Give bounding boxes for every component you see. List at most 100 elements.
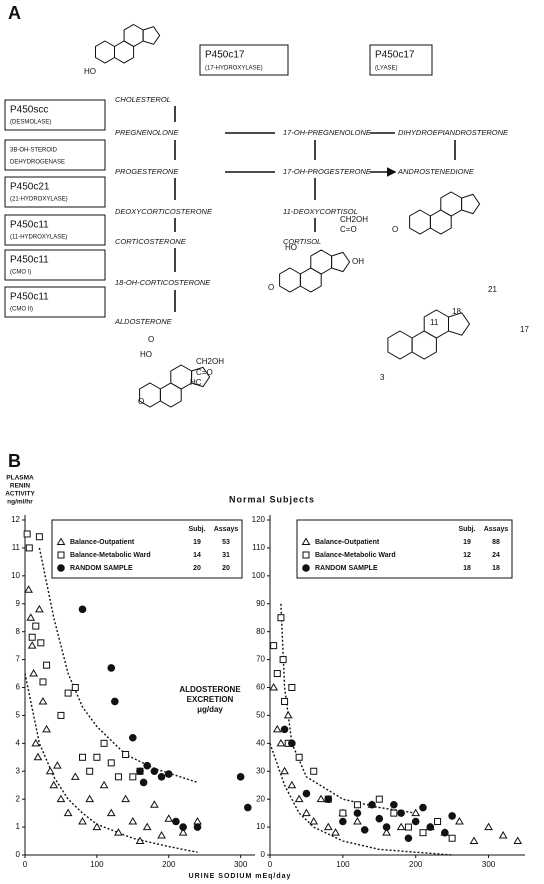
- point: [111, 697, 119, 706]
- y-tick-label: 2: [16, 794, 21, 803]
- chart-title: Normal Subjects: [229, 494, 315, 504]
- y-tick-label: 5: [16, 711, 21, 720]
- steroid: CHOLESTEROL: [115, 95, 171, 104]
- legend-label: RANDOM SAMPLE: [70, 565, 133, 572]
- point: [114, 828, 123, 836]
- point: [353, 817, 362, 825]
- point: [339, 817, 347, 826]
- legend-label: Balance-Metabolic Ward: [315, 552, 396, 559]
- enzyme-sub: (DESMOLASE): [10, 120, 51, 126]
- point: [288, 739, 296, 748]
- enzyme: P450c17: [205, 50, 245, 61]
- point: [390, 809, 398, 817]
- steroid: CORTICOSTERONE: [115, 237, 187, 246]
- point: [193, 823, 202, 831]
- point: [57, 711, 65, 719]
- point: [49, 780, 59, 789]
- legend-marker: [57, 564, 65, 572]
- point: [33, 752, 43, 761]
- legend-label: Balance-Outpatient: [315, 539, 380, 546]
- point: [280, 766, 289, 775]
- point: [434, 818, 442, 825]
- point: [295, 753, 303, 761]
- structure-label: O: [268, 283, 274, 292]
- legend-assays: 20: [222, 565, 230, 572]
- point: [139, 778, 148, 787]
- enzyme: P450c11: [10, 292, 49, 303]
- point: [42, 724, 51, 733]
- y-tick-label: 8: [16, 627, 21, 636]
- point: [375, 814, 384, 823]
- y-tick-label: 110: [252, 543, 265, 552]
- point: [426, 823, 435, 831]
- ring: [387, 330, 413, 360]
- x-tick-label: 200: [409, 860, 423, 869]
- enzyme-sub: (LYASE): [375, 66, 397, 72]
- point: [136, 767, 144, 776]
- steroid: CORTISOL: [283, 237, 321, 246]
- point: [29, 669, 38, 677]
- y-tick-label: 20: [256, 794, 265, 803]
- point: [150, 800, 159, 808]
- legend-marker: [302, 551, 310, 559]
- enzyme-box: [4, 214, 106, 246]
- point: [280, 725, 289, 734]
- legend-subjects: 19: [463, 539, 471, 546]
- point: [25, 544, 33, 552]
- legend-assays: 53: [222, 539, 230, 546]
- legend-subjects: 12: [463, 552, 471, 559]
- point: [23, 530, 31, 538]
- point: [353, 801, 361, 809]
- enzyme-sub: (CMO II): [10, 307, 33, 313]
- steroid: 11-DEOXYCORTISOL: [283, 207, 358, 216]
- point: [128, 817, 138, 825]
- enzyme-box: [4, 249, 106, 281]
- enzyme: P450c21: [10, 182, 50, 193]
- legend-label: Balance-Metabolic Ward: [70, 552, 151, 559]
- point: [404, 823, 412, 831]
- point: [157, 830, 166, 839]
- point: [283, 710, 293, 719]
- point: [178, 828, 188, 836]
- point: [390, 800, 398, 809]
- steroid: DIHYDROEPIANDROSTERONE: [398, 128, 509, 137]
- y-tick-label: 6: [16, 683, 21, 692]
- point: [107, 759, 115, 767]
- point: [107, 664, 116, 672]
- panel-label: A: [8, 3, 21, 23]
- legend-label: Balance-Outpatient: [70, 539, 135, 546]
- enzyme-sub: (17-HYDROXYLASE): [205, 66, 263, 72]
- structure-label: CH2OH: [340, 215, 368, 224]
- legend-subjects: 19: [193, 539, 201, 546]
- point: [86, 767, 94, 775]
- point: [35, 533, 43, 541]
- point: [99, 780, 109, 789]
- point: [269, 683, 279, 691]
- point: [79, 753, 86, 761]
- point: [396, 822, 406, 831]
- fit-curve: [38, 547, 198, 784]
- ring: [299, 267, 322, 293]
- point: [323, 822, 333, 831]
- point: [272, 724, 282, 733]
- point: [316, 794, 326, 803]
- y-tick-label: 9: [16, 599, 21, 608]
- y-tick-label: 4: [16, 738, 21, 747]
- enzyme: 3B-OH-STEROID: [10, 148, 58, 154]
- point: [448, 834, 456, 842]
- point: [368, 800, 376, 809]
- enzyme-box: [4, 99, 106, 131]
- point: [244, 803, 252, 812]
- enzyme: P450c17: [375, 50, 415, 61]
- point: [309, 817, 319, 825]
- x-tick-label: 100: [336, 860, 350, 869]
- point: [310, 767, 318, 775]
- pathway-arrows: [174, 106, 456, 312]
- x-tick-label: 100: [90, 860, 104, 869]
- ring: [159, 382, 182, 408]
- legend-header: Assays: [214, 526, 239, 533]
- y-tick-label: 90: [256, 599, 265, 608]
- enzyme-box: [369, 44, 433, 76]
- point: [122, 751, 130, 758]
- y-tick-label: 120: [252, 515, 266, 524]
